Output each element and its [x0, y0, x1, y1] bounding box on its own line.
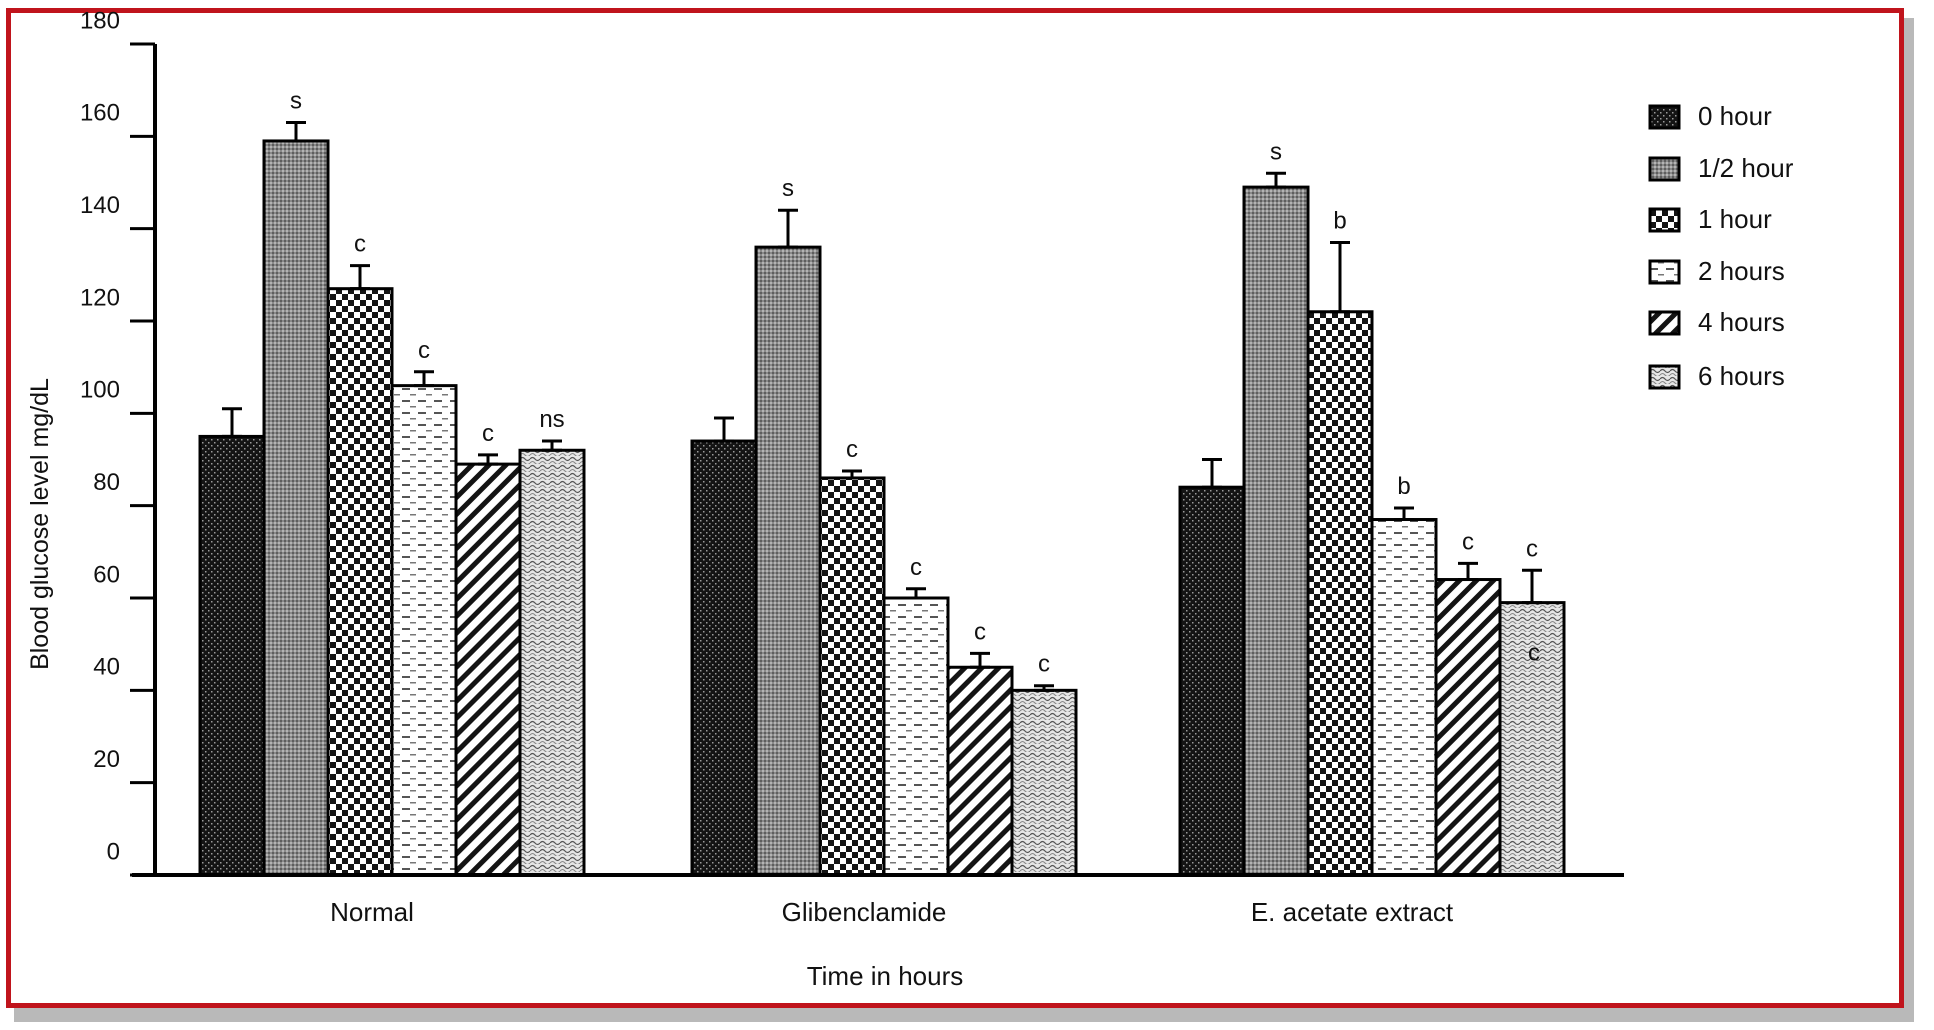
- legend-label: 6 hours: [1698, 361, 1785, 391]
- bar: [754, 245, 822, 877]
- bar: [198, 434, 266, 877]
- bar: [882, 596, 950, 877]
- legend-label: 4 hours: [1698, 307, 1785, 337]
- significance-label: c: [354, 231, 366, 258]
- bar: [262, 139, 330, 877]
- legend-swatch: [1648, 364, 1681, 390]
- significance-label: s: [1270, 138, 1282, 165]
- legend-label: 2 hours: [1698, 256, 1785, 286]
- legend-swatch: [1648, 207, 1681, 233]
- legend-swatch: [1648, 104, 1681, 130]
- significance-label: c: [1526, 535, 1538, 562]
- significance-label: c: [910, 554, 922, 581]
- legend-swatch: [1648, 310, 1681, 336]
- significance-label: c: [482, 420, 494, 447]
- bar: [1434, 578, 1502, 877]
- x-category-label: Normal: [330, 897, 414, 927]
- x-category-label: Glibenclamide: [782, 897, 947, 927]
- bar: [326, 287, 394, 877]
- bar: [1498, 601, 1566, 877]
- y-tick-label: 40: [93, 654, 120, 681]
- bar: [1242, 185, 1310, 877]
- significance-label: s: [290, 87, 302, 114]
- significance-label: b: [1397, 473, 1410, 500]
- bar: [518, 448, 586, 877]
- y-tick-label: 140: [80, 192, 120, 219]
- bar: [390, 384, 458, 877]
- y-tick-label: 80: [93, 469, 120, 496]
- annotation-label: c: [1528, 640, 1540, 667]
- y-tick-label: 100: [80, 377, 120, 404]
- bar: [818, 476, 886, 877]
- significance-label: c: [1038, 651, 1050, 678]
- significance-label: c: [418, 337, 430, 364]
- significance-label: s: [782, 175, 794, 202]
- y-tick-label: 20: [93, 746, 120, 773]
- legend-label: 1/2 hour: [1698, 153, 1794, 183]
- legend-label: 1 hour: [1698, 204, 1772, 234]
- legend-label: 0 hour: [1698, 101, 1772, 131]
- x-category-label: E. acetate extract: [1251, 897, 1454, 927]
- y-axis-title: Blood glucose level mg/dL: [26, 378, 54, 670]
- significance-label: c: [846, 436, 858, 463]
- significance-label: ns: [539, 406, 564, 433]
- bar: [1010, 688, 1078, 877]
- y-tick-label: 0: [107, 838, 120, 865]
- significance-label: c: [1462, 528, 1474, 555]
- y-tick-label: 120: [80, 284, 120, 311]
- bar: [690, 439, 758, 877]
- significance-label: c: [974, 618, 986, 645]
- bar: [1370, 518, 1438, 877]
- x-axis-title: Time in hours: [807, 961, 964, 991]
- bar: [1306, 310, 1374, 877]
- bar: [1178, 485, 1246, 877]
- significance-label: b: [1333, 208, 1346, 235]
- bar: [946, 665, 1014, 877]
- y-tick-label: 60: [93, 561, 120, 588]
- legend-swatch: [1648, 259, 1681, 285]
- legend-swatch: [1648, 156, 1681, 182]
- y-tick-label: 180: [80, 7, 120, 34]
- bar: [454, 462, 522, 877]
- y-tick-label: 160: [80, 100, 120, 127]
